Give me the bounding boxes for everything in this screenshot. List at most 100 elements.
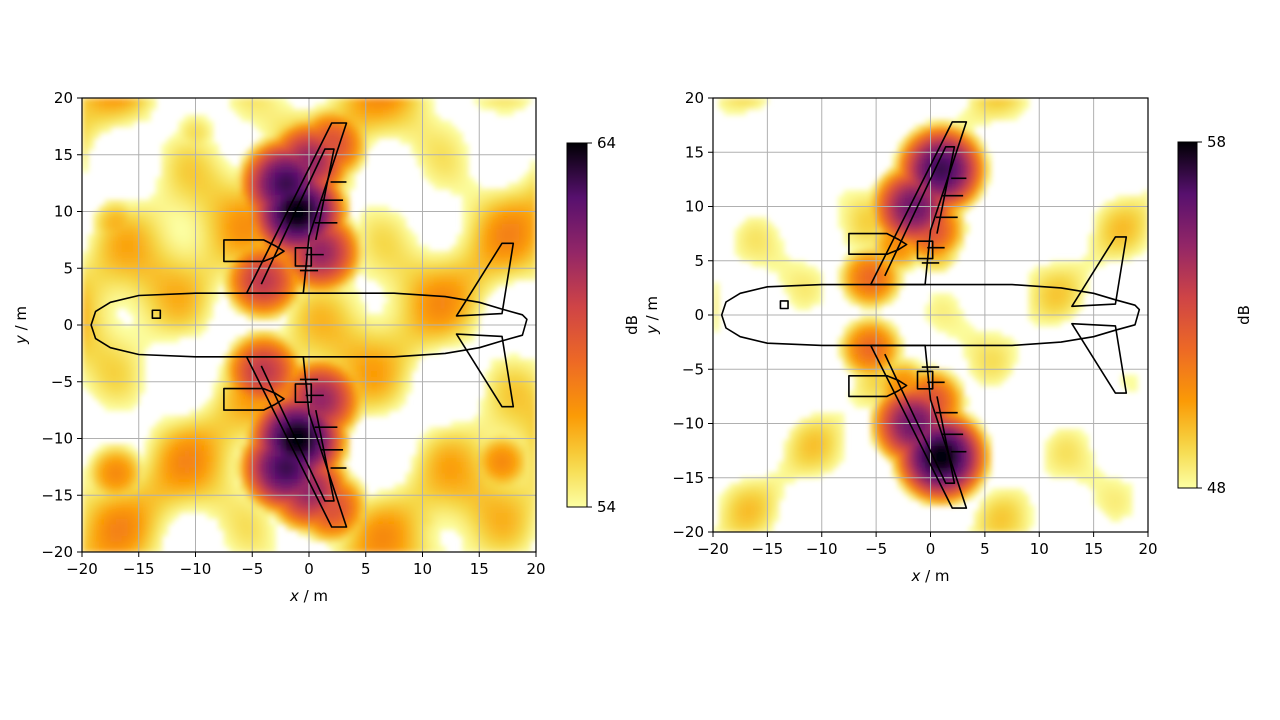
x-tick-label: 0 — [304, 560, 314, 578]
heatmap-cell — [309, 313, 316, 321]
heatmap-cell — [399, 217, 407, 224]
heatmap-cell — [490, 495, 498, 502]
heatmap-cell — [144, 517, 151, 525]
heatmap-cell — [212, 217, 219, 224]
heatmap-cell — [252, 285, 259, 292]
heatmap-cell — [337, 222, 344, 230]
heatmap-cell — [155, 183, 163, 190]
heatmap-cell — [240, 279, 248, 287]
heatmap-cell — [433, 478, 441, 485]
heatmap-cell — [490, 500, 498, 508]
heatmap-cell — [127, 546, 134, 552]
heatmap-cell — [388, 217, 395, 224]
heatmap-cell — [167, 427, 174, 434]
heatmap-cell — [189, 478, 197, 485]
heatmap-cell — [138, 103, 146, 111]
heatmap-cell — [269, 342, 276, 349]
heatmap-cell — [161, 194, 168, 201]
heatmap-cell — [291, 149, 299, 156]
heatmap-cell — [496, 472, 503, 480]
heatmap-cell — [416, 489, 424, 497]
heatmap-cell — [416, 115, 424, 122]
heatmap-cell — [93, 495, 100, 502]
heatmap-cell — [116, 387, 123, 394]
heatmap-cell — [257, 313, 265, 321]
heatmap-cell — [240, 262, 248, 270]
heatmap-cell — [212, 466, 219, 474]
heatmap-cell — [286, 296, 293, 304]
heatmap-cell — [235, 404, 242, 411]
heatmap-cell — [297, 149, 305, 156]
heatmap-cell — [229, 529, 237, 536]
heatmap-cell — [428, 154, 435, 162]
heatmap-cell — [337, 427, 344, 434]
heatmap-cell — [343, 455, 350, 462]
heatmap-cell — [161, 205, 168, 213]
heatmap-cell — [104, 529, 112, 536]
heatmap-cell — [507, 523, 515, 531]
heatmap-cell — [416, 461, 424, 468]
heatmap-cell — [371, 245, 378, 253]
heatmap-cell — [286, 523, 293, 531]
heatmap-cell — [246, 307, 254, 315]
heatmap-cell — [745, 515, 752, 522]
heatmap-cell — [297, 228, 305, 235]
heatmap-cell — [257, 444, 265, 451]
heatmap-cell — [524, 188, 532, 196]
heatmap-cell — [263, 495, 271, 502]
heatmap-cell — [178, 461, 185, 468]
heatmap-cell — [133, 472, 140, 480]
heatmap-cell — [394, 234, 401, 241]
heatmap-cell — [309, 449, 316, 457]
heatmap-cell — [252, 466, 259, 474]
heatmap-cell — [524, 171, 532, 179]
heatmap-cell — [439, 517, 446, 525]
heatmap-cell — [104, 245, 112, 253]
heatmap-cell — [206, 171, 214, 179]
aircraft-outline — [90, 122, 528, 528]
heatmap-cell — [184, 455, 191, 462]
heatmap-cell — [218, 279, 225, 287]
heatmap-cell — [462, 234, 469, 241]
heatmap-cell — [314, 421, 322, 428]
heatmap-cell — [399, 285, 407, 292]
heatmap-cell — [524, 200, 532, 207]
heatmap-cell — [212, 256, 219, 264]
heatmap-cell — [382, 279, 390, 287]
heatmap-cell — [206, 313, 214, 321]
heatmap-cell — [257, 222, 265, 230]
heatmap-cell — [252, 347, 259, 355]
heatmap-cell — [354, 154, 361, 162]
heatmap-cell — [252, 143, 259, 150]
heatmap-cell — [110, 472, 117, 480]
heatmap-cell — [439, 166, 446, 173]
heatmap-cell — [745, 477, 752, 484]
heatmap-cell — [530, 217, 536, 224]
heatmap-cell — [87, 517, 95, 525]
heatmap-cell — [428, 307, 435, 315]
heatmap-cell — [433, 143, 441, 150]
heatmap-cell — [274, 359, 282, 366]
heatmap-cell — [530, 449, 536, 457]
heatmap-cell — [269, 205, 276, 213]
heatmap-cell — [144, 109, 151, 116]
heatmap-cell — [371, 205, 378, 213]
heatmap-cell — [428, 466, 435, 474]
heatmap-cell — [218, 381, 225, 389]
heatmap-cell — [496, 421, 503, 428]
heatmap-cell — [320, 483, 327, 491]
heatmap-cell — [110, 342, 117, 349]
heatmap-cell — [354, 222, 361, 230]
heatmap-cell — [320, 154, 327, 162]
heatmap-cell — [337, 415, 344, 423]
heatmap-cell — [127, 461, 134, 468]
heatmap-cell — [456, 183, 464, 190]
heatmap-cell — [399, 500, 407, 508]
heatmap-cell — [280, 154, 288, 162]
heatmap-cell — [212, 432, 219, 440]
heatmap-cell — [138, 500, 146, 508]
heatmap-cell — [490, 546, 498, 552]
heatmap-cell — [212, 285, 219, 292]
heatmap-cell — [518, 461, 526, 468]
heatmap-cell — [99, 500, 106, 508]
